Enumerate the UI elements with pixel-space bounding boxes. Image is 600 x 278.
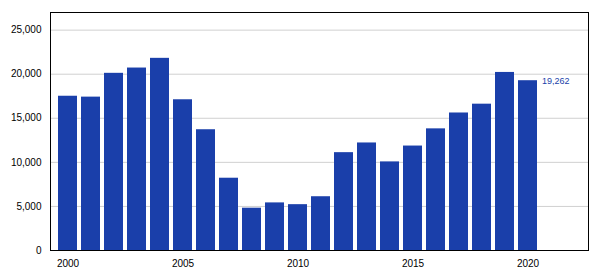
- svg-text:25,000: 25,000: [11, 24, 42, 35]
- svg-text:2000: 2000: [57, 258, 80, 269]
- svg-text:2015: 2015: [402, 258, 425, 269]
- svg-text:20,000: 20,000: [11, 68, 42, 79]
- svg-text:15,000: 15,000: [11, 112, 42, 123]
- svg-text:2010: 2010: [287, 258, 310, 269]
- svg-text:2020: 2020: [517, 258, 540, 269]
- svg-text:2005: 2005: [172, 258, 195, 269]
- svg-text:10,000: 10,000: [11, 157, 42, 168]
- svg-text:5,000: 5,000: [16, 201, 41, 212]
- svg-text:0: 0: [36, 245, 42, 256]
- svg-text:19,262: 19,262: [542, 76, 570, 86]
